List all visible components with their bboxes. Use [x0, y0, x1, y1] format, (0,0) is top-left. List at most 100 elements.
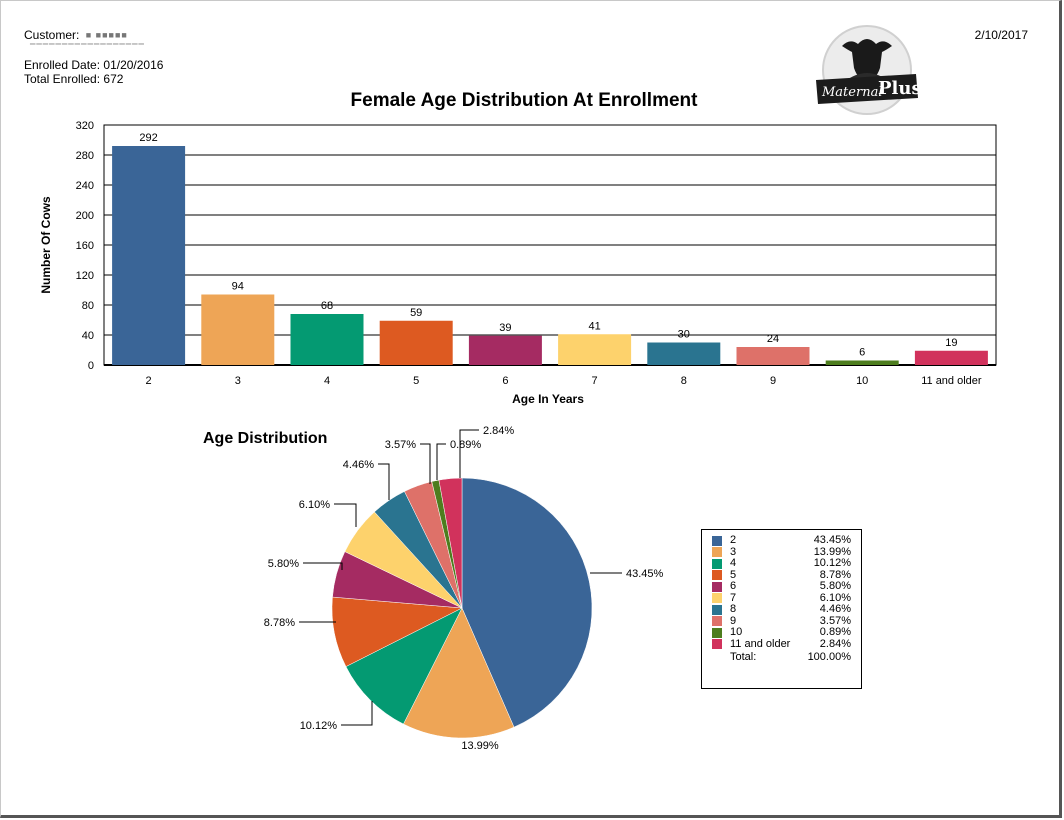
- legend-percent: 2.84%: [819, 637, 851, 650]
- legend-percent: 8.78%: [819, 568, 851, 581]
- pie-percent-label: 2.84%: [483, 425, 514, 437]
- y-tick-label: 40: [82, 330, 94, 342]
- legend-item: 7 6.10%: [712, 591, 851, 605]
- legend-item: 6 5.80%: [712, 580, 851, 593]
- pie-percent-label: 5.80%: [268, 558, 299, 570]
- bar-value-label: 292: [139, 132, 157, 144]
- legend-item: 5 8.78%: [712, 568, 851, 582]
- legend-percent: 43.45%: [813, 534, 851, 546]
- y-tick-label: 240: [76, 180, 94, 192]
- legend-item: 3 13.99%: [712, 546, 851, 559]
- pie-slice: [403, 607, 515, 739]
- customer-value: ■ ■■■■■: [85, 30, 128, 40]
- pie-leader-line: [459, 429, 479, 478]
- y-axis-label: Number Of Cows: [39, 196, 53, 294]
- legend-item: 9 3.57%: [712, 614, 851, 628]
- x-tick-label: 8: [681, 375, 687, 387]
- legend-item: 11 and older 2.84%: [712, 637, 851, 651]
- y-tick-label: 200: [76, 210, 94, 222]
- legend-swatch: [712, 570, 722, 581]
- maternal-plus-logo: Maternal Plus: [816, 25, 922, 115]
- x-tick-label: 6: [502, 375, 508, 387]
- x-tick-label: 2: [146, 375, 152, 387]
- total-enrolled-value: 672: [103, 72, 124, 86]
- x-tick-label: 5: [413, 375, 419, 387]
- pie-percent-label: 13.99%: [461, 740, 499, 752]
- pie-percent-label: 4.46%: [343, 459, 374, 471]
- customer-label: Customer:: [24, 28, 80, 42]
- x-tick-label: 9: [770, 375, 776, 387]
- legend-label: 8: [730, 603, 737, 615]
- bar-value-label: 24: [767, 333, 779, 345]
- legend-swatch: [712, 547, 722, 558]
- y-tick-label: 80: [82, 300, 94, 312]
- y-tick-label: 320: [76, 120, 94, 132]
- redacted-line: ▔▔▔▔▔▔▔▔▔▔▔▔▔▔▔▔▔▔: [30, 45, 145, 52]
- bar-value-label: 6: [859, 347, 865, 359]
- enrolled-date-value: 01/20/2016: [103, 58, 164, 72]
- legend-swatch: [712, 535, 722, 546]
- legend-label: 9: [730, 614, 737, 627]
- pie-chart-title: Age Distribution: [203, 430, 328, 447]
- legend-item: 4 10.12%: [712, 557, 851, 570]
- pie-percent-label: 10.12%: [300, 720, 338, 732]
- legend-label: 4: [730, 557, 737, 569]
- pie-slice: [438, 477, 463, 609]
- total-enrolled-line: Total Enrolled: 672: [24, 72, 123, 86]
- legend-percent: 4.46%: [819, 603, 851, 615]
- bar: [558, 334, 632, 365]
- enrolled-date-label: Enrolled Date:: [24, 58, 101, 72]
- bar-value-label: 30: [678, 329, 690, 341]
- bar-value-label: 39: [499, 322, 511, 334]
- pie-percent-label: 8.78%: [264, 617, 295, 629]
- pie-leader-line: [303, 562, 343, 570]
- legend-total-label: Total:: [730, 651, 757, 663]
- legend-swatch: [712, 558, 722, 569]
- total-enrolled-label: Total Enrolled:: [24, 72, 101, 86]
- legend-percent: 10.12%: [813, 557, 851, 569]
- legend-percent: 3.57%: [819, 614, 851, 627]
- legend-total-value: 100.00%: [807, 651, 851, 663]
- bar: [468, 335, 542, 365]
- legend-label: 10: [730, 626, 743, 638]
- x-tick-label: 3: [235, 375, 241, 387]
- pie-leader-line: [436, 443, 446, 480]
- bar: [201, 294, 275, 365]
- legend-label: 7: [730, 591, 737, 604]
- bar: [736, 347, 810, 365]
- legend-percent: 6.10%: [819, 591, 851, 604]
- bar: [290, 314, 364, 365]
- enrolled-date-line: Enrolled Date: 01/20/2016: [24, 58, 163, 72]
- pie-percent-label: 43.45%: [626, 568, 664, 580]
- bar-value-label: 68: [321, 300, 333, 312]
- x-axis-label: Age In Years: [512, 392, 584, 406]
- legend-percent: 0.89%: [819, 626, 851, 638]
- legend-total-row: Total: 100.00%: [712, 651, 851, 664]
- bar: [914, 350, 988, 365]
- svg-text:Maternal: Maternal: [821, 85, 882, 100]
- bar-value-label: 94: [232, 281, 244, 293]
- legend-item: 8 4.46%: [712, 603, 851, 616]
- legend-item: 10 0.89%: [712, 626, 851, 639]
- bar: [825, 360, 899, 365]
- x-tick-label: 10: [856, 375, 868, 387]
- y-tick-label: 280: [76, 150, 94, 162]
- bar-value-label: 41: [588, 320, 600, 332]
- pie-leader-line: [341, 701, 373, 726]
- x-tick-label: 11 and older: [921, 375, 982, 387]
- legend-swatch: [712, 581, 722, 592]
- pie-percent-label: 6.10%: [299, 499, 330, 511]
- pie-leader-line: [420, 443, 431, 484]
- legend-percent: 5.80%: [819, 580, 851, 592]
- bar-chart-title: Female Age Distribution At Enrollment: [350, 90, 698, 111]
- legend-item: 2 43.45%: [712, 534, 851, 547]
- y-tick-label: 160: [76, 240, 94, 252]
- legend-label: 11 and older: [730, 637, 791, 650]
- pie-percent-label: 0.89%: [450, 439, 481, 451]
- x-tick-label: 4: [324, 375, 330, 387]
- legend-swatch: [712, 627, 722, 638]
- pie-slice: [461, 477, 593, 728]
- legend-label: 5: [730, 568, 737, 581]
- bar: [112, 146, 186, 365]
